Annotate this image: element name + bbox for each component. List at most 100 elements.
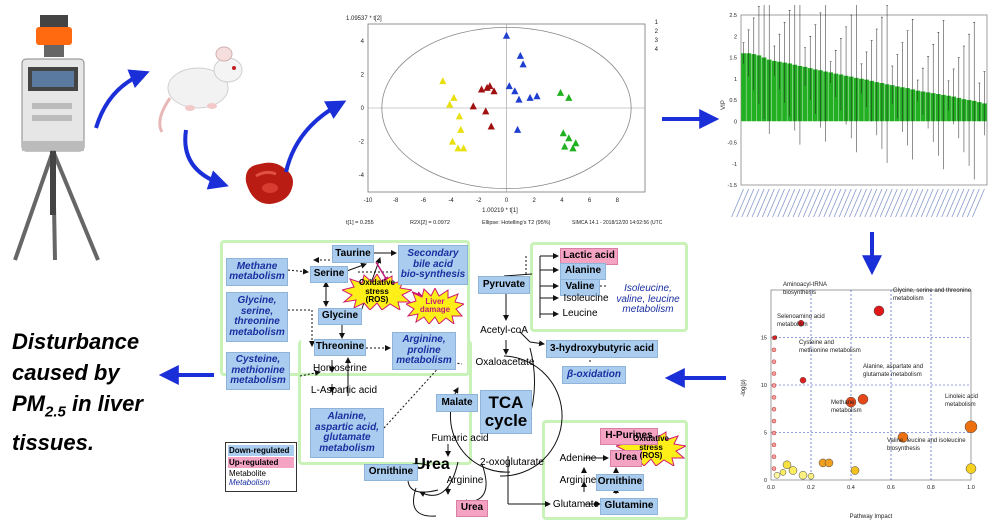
pi-ylabel: -log(p) — [741, 379, 747, 396]
pi-point-small — [771, 430, 777, 436]
arginine-proline-metabolism-node: Arginine, proline metabolism — [392, 332, 456, 370]
pi-label-valine: biosynthesis — [887, 446, 920, 452]
pls-xlabel: 1.00219 * t[1] — [482, 208, 518, 214]
vip-tick-label-mark — [972, 188, 985, 218]
vip-tick-label-mark — [900, 188, 914, 218]
vip-tick-label-mark — [802, 188, 816, 218]
pls-point-class-4 — [569, 144, 577, 152]
pi-xlabel: Pathway Impact — [850, 514, 893, 520]
pi-label-seleno: metabolism — [777, 322, 808, 328]
legend-up-regulated: Up-regulated — [228, 457, 294, 468]
vip-tick-label-mark — [910, 188, 924, 218]
pi-point — [788, 466, 798, 475]
pi-point — [824, 458, 834, 468]
valine-node: Valine — [560, 279, 600, 296]
vip-tick-label-mark — [854, 188, 867, 218]
vip-tick-label-mark — [946, 188, 960, 218]
pls-class-label: 2 — [655, 29, 659, 35]
pi-point — [850, 466, 860, 475]
title-line-4: tissues. — [12, 430, 94, 456]
vip-tick-label-mark — [823, 188, 837, 218]
pls-ytick: -4 — [359, 173, 365, 179]
pi-point-small — [771, 466, 777, 471]
vip-tick-label-mark — [869, 188, 883, 218]
pls-point-class-2 — [487, 122, 495, 130]
mouse-image — [158, 46, 243, 133]
pls-point-class-1 — [446, 100, 454, 108]
liver-damage-burst — [406, 288, 464, 324]
threonine-node: Threonine — [314, 339, 366, 356]
taurine-node: Taurine — [332, 245, 374, 263]
pathway-map: Taurine Secondary bile acid bio-synthesi… — [210, 236, 688, 520]
pls-point-class-3 — [502, 31, 511, 39]
air-sampler-image — [13, 15, 100, 261]
pls-xtick: -8 — [393, 198, 399, 204]
legend: Down-regulated Up-regulated Metabolite M… — [225, 442, 297, 492]
pi-ytick: 0 — [764, 478, 767, 484]
vip-bar — [741, 53, 746, 122]
pi-point-small — [771, 359, 777, 364]
vip-tick-label-mark — [951, 188, 965, 218]
vip-tick-label-mark — [956, 188, 970, 218]
tca-cycle-node: TCA cycle — [480, 390, 532, 434]
urea-bottom-node: Urea — [456, 500, 488, 517]
cysteine-methionine-metabolism-node: Cysteine, methionine metabolism — [226, 352, 290, 390]
title-line-1: Disturbance — [12, 329, 140, 354]
pls-point-class-1 — [455, 112, 464, 120]
vip-tick-label-mark — [864, 188, 878, 218]
vip-tick-label-mark — [756, 188, 770, 218]
beta-oxidation-node: β-oxidation — [562, 366, 626, 384]
vip-tick-label-mark — [787, 188, 801, 218]
vip-tick-label-mark — [751, 188, 765, 218]
vip-tick-label-mark — [931, 188, 944, 218]
pi-xtick: 0.4 — [847, 485, 855, 491]
oxoglutarate-node: 2-oxoglutarate — [480, 456, 544, 468]
vip-bar — [771, 60, 777, 122]
pi-label-cysteine: methionine metabolism — [799, 348, 861, 354]
urea-right-node: Urea — [610, 450, 642, 467]
pi-xtick: 0.8 — [927, 485, 935, 491]
vip-tick-label-mark — [849, 188, 862, 218]
pls-class-label: 3 — [655, 38, 659, 44]
vip-ytick: 0.5 — [729, 98, 737, 104]
legend-down-regulated: Down-regulated — [228, 445, 294, 456]
vip-tick-label-mark — [828, 188, 842, 218]
h-purines-node: H-Purines — [600, 428, 658, 445]
leucine-node: Leucine — [562, 307, 598, 319]
vip-tick-label-mark — [741, 188, 755, 218]
pi-point-small — [771, 454, 777, 459]
pls-xtick: 6 — [588, 198, 592, 204]
vip-tick-label-mark — [797, 188, 811, 218]
bcaa-metabolism-node: Isoleucine, valine, leucine metabolism — [616, 283, 680, 316]
pls-class-label: 1 — [655, 20, 659, 26]
pls-ytick: 0 — [361, 106, 365, 112]
arginine-cycle-node: Arginine — [446, 474, 484, 486]
pls-xtick: 0 — [505, 198, 509, 204]
vip-bar — [828, 72, 834, 122]
serine-node: Serine — [310, 266, 348, 283]
pls-point-class-3 — [505, 82, 513, 90]
pi-label-valine: Valine, leucine and isoleucine — [887, 438, 966, 444]
vip-bar — [746, 53, 752, 122]
vip-tick-label-mark — [874, 188, 888, 218]
vip-tick-label-mark — [772, 188, 785, 218]
adenine-node: Adenine — [559, 452, 597, 464]
vip-tick-label-mark — [920, 188, 934, 218]
pyruvate-node: Pyruvate — [478, 276, 530, 294]
pls-point-class-3 — [515, 95, 523, 103]
vip-tick-label-mark — [925, 188, 939, 218]
acetyl-coa-node: Acetyl-coA — [480, 324, 528, 336]
pi-label-alanine: glutamate metabolism — [863, 372, 922, 378]
pi-label-methane: Methane — [831, 400, 855, 406]
urea-cycle-label: Urea — [414, 455, 450, 473]
pi-point — [799, 377, 807, 384]
pi-xtick: 0.0 — [767, 485, 775, 491]
pls-point-class-3 — [511, 87, 519, 95]
pls-point-class-1 — [459, 144, 468, 152]
pls-point-class-3 — [519, 60, 527, 68]
liver-damage-label: Liver damage — [419, 296, 451, 314]
oxidative-stress-label-1: Oxidative stress (ROS) — [358, 278, 395, 305]
vip-tick-label-mark — [808, 188, 821, 218]
arrow-mouse-to-liver — [183, 129, 229, 190]
vip-tick-label-mark — [746, 188, 760, 218]
